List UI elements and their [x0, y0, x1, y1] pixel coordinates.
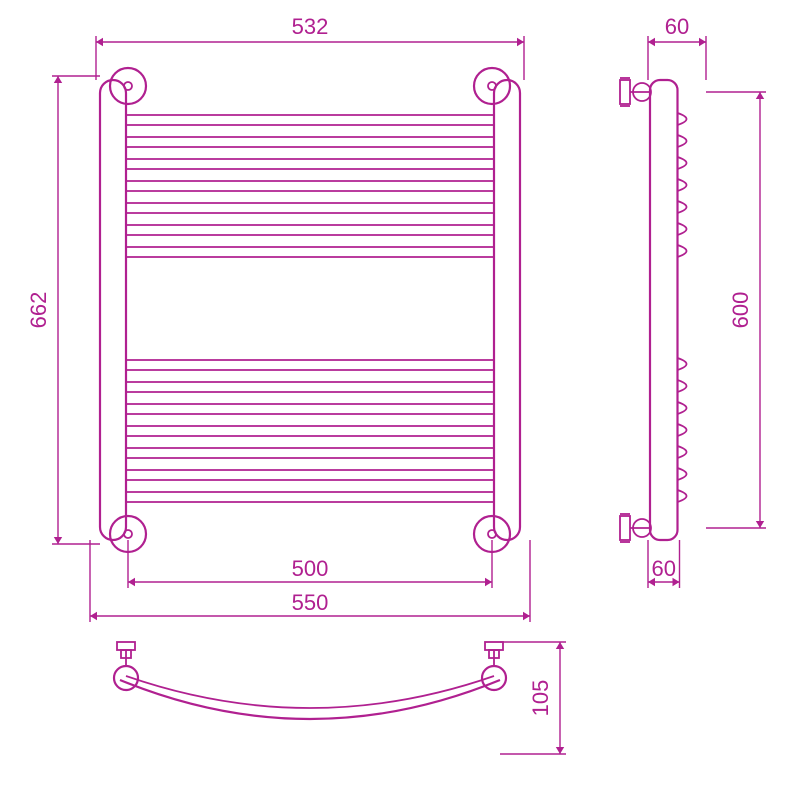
front-view [100, 68, 520, 552]
svg-text:600: 600 [728, 292, 753, 329]
svg-text:662: 662 [26, 292, 51, 329]
svg-text:500: 500 [292, 556, 329, 581]
svg-text:532: 532 [292, 14, 329, 39]
svg-text:550: 550 [292, 590, 329, 615]
svg-text:105: 105 [528, 680, 553, 717]
top-view [114, 642, 506, 719]
svg-text:60: 60 [652, 556, 676, 581]
side-view [620, 78, 687, 542]
svg-text:60: 60 [665, 14, 689, 39]
